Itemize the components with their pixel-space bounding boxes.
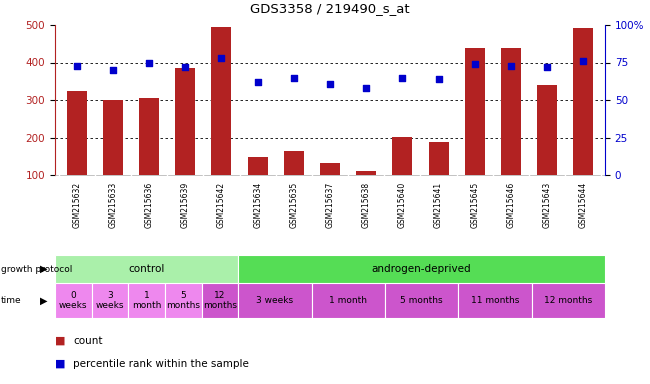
Text: 5 months: 5 months (400, 296, 443, 305)
Text: GSM215633: GSM215633 (109, 181, 118, 228)
Bar (320, 163, 340, 175)
Point (397, 74, 408, 81)
Bar (311, 283, 385, 318)
Bar (92, 283, 128, 318)
Text: GSM215644: GSM215644 (578, 181, 588, 228)
Point (289, 74, 299, 81)
Point (361, 85, 371, 91)
Text: 3 weeks: 3 weeks (257, 296, 294, 305)
Point (108, 67, 118, 73)
Point (180, 64, 190, 70)
Text: GSM215642: GSM215642 (217, 181, 226, 228)
Text: GSM215634: GSM215634 (253, 181, 262, 228)
Bar (165, 283, 202, 318)
Point (506, 63, 516, 69)
Bar (573, 28, 593, 175)
Text: control: control (129, 264, 165, 274)
Bar (458, 283, 532, 318)
Text: GSM215636: GSM215636 (144, 181, 153, 228)
Bar (532, 283, 605, 318)
Text: GSM215641: GSM215641 (434, 181, 443, 228)
Text: 1 month: 1 month (330, 296, 367, 305)
Bar (239, 255, 605, 283)
Bar (103, 100, 123, 175)
Text: GSM215645: GSM215645 (470, 181, 479, 228)
Text: GSM215638: GSM215638 (361, 181, 370, 228)
Text: time: time (1, 296, 21, 305)
Text: growth protocol: growth protocol (1, 265, 72, 273)
Text: 5
months: 5 months (166, 291, 200, 310)
Text: GSM215635: GSM215635 (289, 181, 298, 228)
Point (578, 58, 588, 64)
Text: androgen-deprived: androgen-deprived (372, 264, 471, 274)
Bar (284, 151, 304, 175)
Text: ▶: ▶ (40, 296, 47, 306)
Text: ■: ■ (55, 336, 66, 346)
Bar (176, 68, 195, 175)
Point (144, 60, 154, 66)
Text: 12
months: 12 months (203, 291, 237, 310)
Bar (428, 142, 448, 175)
Text: 11 months: 11 months (471, 296, 519, 305)
Text: ■: ■ (55, 359, 66, 369)
Text: GSM215643: GSM215643 (543, 181, 552, 228)
Text: 0
weeks: 0 weeks (59, 291, 88, 310)
Text: GDS3358 / 219490_s_at: GDS3358 / 219490_s_at (250, 2, 410, 15)
Point (469, 61, 480, 67)
Text: 3
weeks: 3 weeks (96, 291, 124, 310)
Bar (385, 283, 458, 318)
Bar (211, 27, 231, 175)
Bar (128, 283, 165, 318)
Text: GSM215639: GSM215639 (181, 181, 190, 228)
Text: GSM215632: GSM215632 (72, 181, 81, 228)
Bar (393, 137, 412, 175)
Bar (202, 283, 239, 318)
Text: count: count (73, 336, 103, 346)
Point (216, 55, 227, 61)
Bar (356, 170, 376, 175)
Bar (67, 91, 86, 175)
Point (325, 80, 335, 86)
Text: GSM215646: GSM215646 (506, 181, 515, 228)
Bar (55, 255, 239, 283)
Text: percentile rank within the sample: percentile rank within the sample (73, 359, 249, 369)
Bar (239, 283, 311, 318)
Text: GSM215637: GSM215637 (326, 181, 335, 228)
Point (434, 76, 444, 82)
Point (542, 64, 552, 70)
Bar (465, 48, 485, 175)
Text: ▶: ▶ (40, 264, 47, 274)
Bar (55, 283, 92, 318)
Point (72, 63, 82, 69)
Bar (501, 48, 521, 175)
Text: 1
month: 1 month (132, 291, 161, 310)
Bar (248, 157, 268, 175)
Text: 12 months: 12 months (544, 296, 592, 305)
Text: GSM215640: GSM215640 (398, 181, 407, 228)
Bar (537, 85, 557, 175)
Point (252, 79, 263, 85)
Bar (139, 98, 159, 175)
